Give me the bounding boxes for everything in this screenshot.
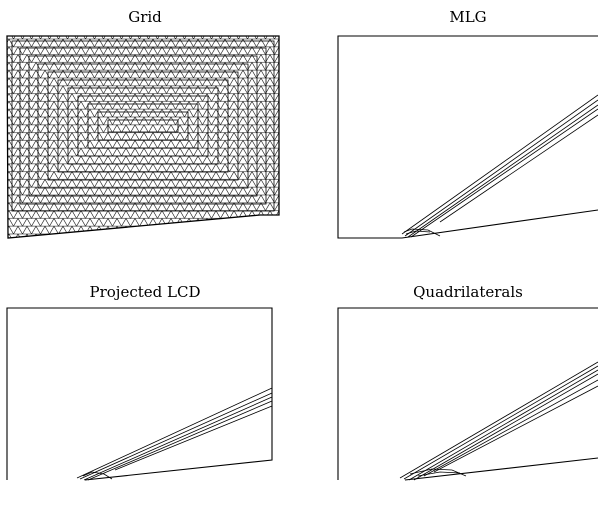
mlg-domain-border (337, 35, 598, 239)
projected-lcd-contours (76, 387, 273, 481)
mlg-panel (337, 35, 598, 239)
grid-domain-fill (7, 36, 279, 238)
quadrilaterals-domain-border (337, 307, 598, 481)
quadrilaterals-contours (399, 361, 598, 481)
panel-title-grid: Grid (128, 8, 162, 26)
panel-title-projected-lcd: Projected LCD (89, 283, 201, 301)
grid-domain-border (6, 35, 280, 239)
grid-layer-lines (11, 40, 275, 212)
panel-title-quadrilaterals: Quadrilaterals (413, 283, 523, 301)
projected-lcd-domain-border (6, 307, 273, 481)
panel-title-mlg: MLG (449, 8, 487, 26)
grid-panel (6, 35, 280, 239)
quadrilaterals-panel (337, 307, 598, 481)
projected-lcd-panel (6, 307, 273, 481)
mlg-contours (401, 94, 598, 238)
